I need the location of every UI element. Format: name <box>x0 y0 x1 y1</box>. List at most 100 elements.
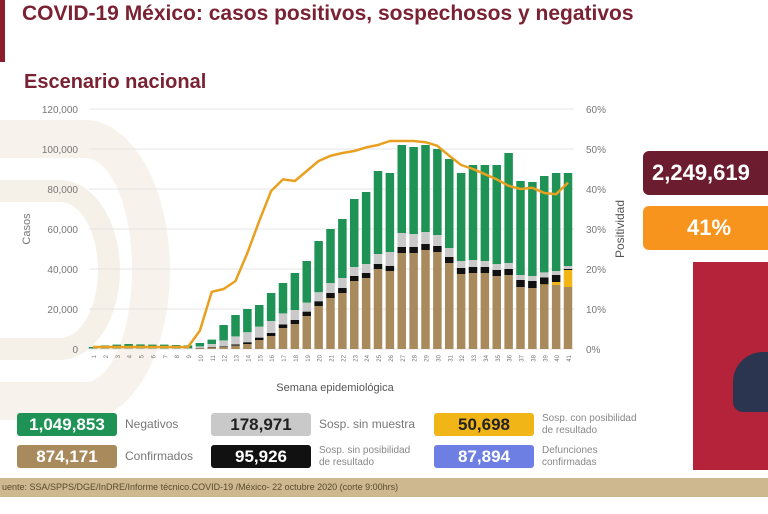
x-tick-label: 20 <box>318 354 324 361</box>
bar-negativos-week-23 <box>350 199 359 267</box>
bar-negativos-week-36 <box>504 153 513 263</box>
x-tick-label: 31 <box>448 354 454 361</box>
bar-sin_posibilidad-week-28 <box>409 247 418 253</box>
bar-negativos-week-37 <box>516 181 525 275</box>
bar-sin_muestra-week-25 <box>373 254 383 264</box>
bar-confirmados-week-36 <box>504 275 513 349</box>
bar-sin_muestra-week-29 <box>421 232 430 244</box>
bar-confirmados-week-27 <box>397 253 406 349</box>
x-tick-label: 24 <box>365 354 371 361</box>
bar-confirmados-week-37 <box>516 287 525 349</box>
bar-sin_muestra-week-14 <box>243 332 252 343</box>
bar-sin_muestra-week-9 <box>183 348 193 349</box>
bar-sin_muestra-week-19 <box>302 302 311 312</box>
bar-confirmados-week-21 <box>326 298 335 349</box>
positivity-value: 41% <box>687 215 732 240</box>
y-tick-label: 60,000 <box>47 225 78 236</box>
bar-confirmados-week-18 <box>290 324 300 349</box>
bar-confirmados-week-34 <box>480 273 490 349</box>
legend-label: Confirmados <box>125 449 194 463</box>
y2-tick-label: 30% <box>586 225 606 236</box>
bar-sin_posibilidad-week-15 <box>255 337 264 340</box>
bar-sin_muestra-week-4 <box>124 348 133 349</box>
x-tick-label: 32 <box>460 354 466 361</box>
legend-swatch-sin_muestra: 178,971 <box>211 413 311 436</box>
legend-value: 87,894 <box>458 446 510 466</box>
legend-label: Sosp. con posibilidad de resultado <box>542 413 637 436</box>
x-tick-label: 7 <box>163 354 169 358</box>
bar-confirmados-week-28 <box>409 253 418 349</box>
bar-sin_muestra-week-40 <box>551 271 561 275</box>
bar-confirmados-week-10 <box>195 348 205 349</box>
bar-confirmados-week-22 <box>338 293 347 349</box>
x-tick-label: 12 <box>223 354 229 361</box>
x-tick-label: 1 <box>92 354 98 358</box>
x-tick-label: 40 <box>555 354 561 361</box>
bar-negativos-week-41 <box>563 173 573 266</box>
bar-sin_muestra-week-8 <box>171 348 181 349</box>
bar-negativos-week-38 <box>528 182 537 276</box>
bar-sin_posibilidad-week-35 <box>492 270 501 276</box>
bar-negativos-week-13 <box>231 315 240 337</box>
bar-sin_muestra-week-33 <box>468 260 478 267</box>
bar-confirmados-week-35 <box>492 276 501 349</box>
bar-sin_posibilidad-week-32 <box>456 268 466 274</box>
x-tick-label: 41 <box>567 354 573 361</box>
bar-sin_muestra-week-30 <box>433 235 442 246</box>
bar-sin_muestra-week-13 <box>231 336 240 345</box>
bar-sin_posibilidad-week-37 <box>516 280 525 287</box>
bar-sin_muestra-week-10 <box>195 346 205 348</box>
bar-confirmados-week-32 <box>456 274 466 349</box>
bar-negativos-week-24 <box>361 192 371 264</box>
bar-con_posibilidad-week-41 <box>563 270 573 287</box>
x-tick-label: 16 <box>270 354 276 361</box>
bar-negativos-week-28 <box>409 147 418 234</box>
y2-tick-label: 40% <box>586 185 606 196</box>
x-axis-label: Semana epidemiológica <box>276 382 394 394</box>
x-tick-label: 10 <box>199 354 205 361</box>
bar-sin_posibilidad-week-36 <box>504 269 513 275</box>
bar-negativos-week-34 <box>480 165 490 261</box>
bar-negativos-week-19 <box>302 261 311 303</box>
bar-sin_muestra-week-18 <box>290 310 300 320</box>
bar-sin_muestra-week-24 <box>361 264 371 273</box>
legend-value: 178,971 <box>230 414 292 434</box>
bar-sin_muestra-week-15 <box>255 326 264 338</box>
y2-tick-label: 60% <box>586 105 606 116</box>
x-tick-label: 22 <box>341 354 347 361</box>
y2-tick-label: 50% <box>586 145 606 156</box>
bar-negativos-week-22 <box>338 219 347 278</box>
legend-label: Sosp. sin posibilidad de resultado <box>319 445 411 468</box>
bar-sin_muestra-week-6 <box>148 348 157 349</box>
legend-label: Sosp. sin muestra <box>319 417 416 431</box>
bar-sin_muestra-week-31 <box>445 248 454 257</box>
legend-value: 874,171 <box>36 446 98 466</box>
bar-sin_muestra-week-20 <box>314 292 323 302</box>
bar-sin_posibilidad-week-17 <box>278 324 288 328</box>
bar-confirmados-week-33 <box>468 273 478 349</box>
x-tick-label: 30 <box>436 354 442 361</box>
bar-confirmados-week-24 <box>361 278 371 349</box>
x-tick-label: 26 <box>389 354 395 361</box>
x-tick-label: 38 <box>531 354 537 361</box>
bar-sin_posibilidad-week-12 <box>219 346 228 347</box>
bar-sin_muestra-week-11 <box>207 344 216 347</box>
bar-sin_muestra-week-28 <box>409 234 418 247</box>
bar-confirmados-week-13 <box>231 345 240 349</box>
x-tick-label: 36 <box>508 354 514 361</box>
bar-sin_posibilidad-week-23 <box>350 276 359 281</box>
bar-confirmados-week-29 <box>421 250 430 349</box>
legend-value: 95,926 <box>235 446 287 466</box>
bar-sin_posibilidad-week-21 <box>326 293 335 298</box>
bar-sin_posibilidad-week-30 <box>433 246 442 252</box>
bar-sin_muestra-week-32 <box>456 261 466 268</box>
x-tick-label: 8 <box>175 354 181 358</box>
bar-con_posibilidad-week-39 <box>540 284 549 285</box>
bar-sin_posibilidad-week-22 <box>338 288 347 293</box>
legend-value: 1,049,853 <box>29 414 105 434</box>
bar-negativos-week-21 <box>326 229 335 283</box>
bar-sin_posibilidad-week-40 <box>551 275 561 282</box>
y-tick-label: 0 <box>72 345 78 356</box>
bar-sin_posibilidad-week-26 <box>385 266 395 271</box>
bar-confirmados-week-41 <box>563 287 573 349</box>
